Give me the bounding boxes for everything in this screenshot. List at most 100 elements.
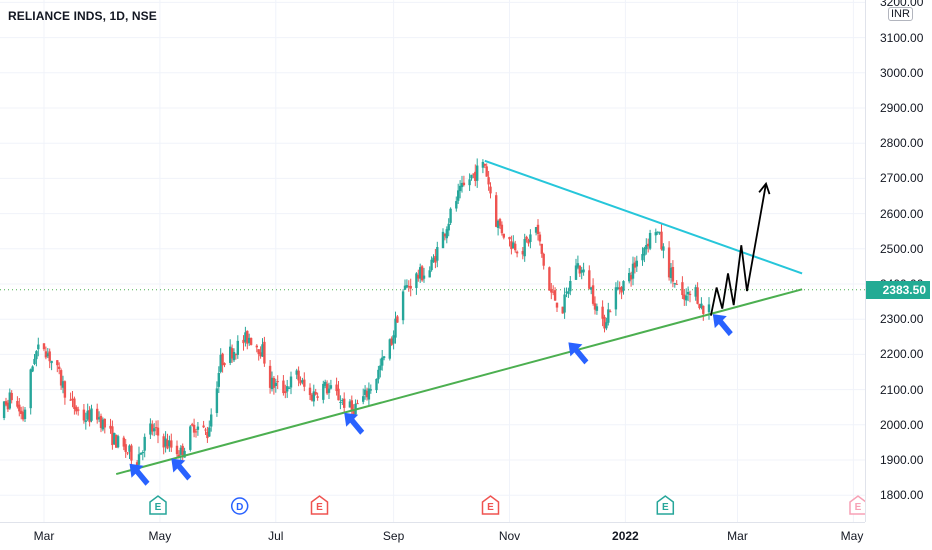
candle [565,287,568,298]
candle [162,433,165,455]
candle [113,432,116,446]
candle [656,231,659,235]
candle [276,375,279,390]
candle [208,420,211,437]
candle [322,380,325,404]
candle [316,392,319,401]
candle [394,311,397,344]
candle [525,235,528,243]
candle [189,425,192,452]
candle [580,266,583,280]
candle [232,348,236,363]
earnings-marker[interactable]: E [310,495,329,515]
candle [631,256,635,286]
candle [8,388,11,410]
candle [460,175,464,193]
candle [111,420,114,450]
candle [662,243,665,259]
annotation-arrow[interactable] [171,458,192,481]
earnings-marker[interactable]: E [849,495,865,515]
candle [628,267,631,284]
candle [694,284,697,301]
candle [202,420,205,429]
candle [405,279,409,289]
earnings-marker[interactable]: E [656,495,675,515]
x-tick-label: Nov [498,529,521,543]
candle [379,358,382,378]
price-axis[interactable]: 1800.00 1900.00 2000.00 2100.00 2200.00 2300.… [865,0,932,522]
candle [485,163,488,177]
currency-badge[interactable]: INR [888,7,913,21]
candle [154,420,158,436]
y-tick-label: 1900.00 [880,453,924,467]
candle [312,384,315,407]
candle [166,433,169,450]
candle [249,337,253,346]
candle [574,258,578,280]
candle [548,266,551,291]
candle [468,173,471,191]
time-axis[interactable]: Mar May Jul Sep Nov 2022 Mar May [0,522,865,550]
candle [428,266,431,278]
candle [654,228,657,243]
candle [124,438,127,458]
candle [567,287,570,298]
candle [419,263,422,283]
candle [248,333,251,346]
candle [48,348,51,369]
candle [696,282,699,305]
resistance-trendline[interactable] [484,159,803,275]
x-tick-label: May [148,529,172,543]
candle [46,347,49,359]
candle [210,408,213,432]
candle [236,335,239,359]
dividend-marker[interactable]: D [230,497,249,515]
candle [472,173,475,179]
candle [126,451,129,456]
y-tick-label: 2800.00 [880,136,924,151]
candle [289,371,293,395]
candle [2,401,6,421]
candle [327,382,331,399]
annotation-arrow[interactable] [129,463,150,486]
earnings-marker[interactable]: E [149,495,167,515]
candle [335,377,338,396]
candle [445,226,448,244]
y-tick-label: 2000.00 [880,417,924,432]
candle [259,346,262,359]
y-tick-label: 2100.00 [880,382,924,397]
candle [96,403,99,424]
event-letter: D [236,502,243,513]
candle [194,428,198,438]
annotation-arrow[interactable] [712,314,733,337]
candle [234,353,238,360]
candle [620,285,623,300]
event-letter: E [855,502,862,513]
candle [671,260,675,288]
candle [489,182,492,199]
candle [403,279,407,290]
candle [99,413,103,433]
candle [86,403,89,422]
candle [325,380,329,395]
candle [660,224,663,251]
x-tick-label: Jul [268,529,284,543]
candle [633,257,637,274]
y-tick-label: 3100.00 [880,30,924,45]
candle [603,314,606,333]
annotation-arrow[interactable] [568,342,589,365]
earnings-marker[interactable]: E [481,495,500,515]
candle [50,360,53,371]
candle [4,397,8,407]
candle [483,163,486,169]
support-trendline[interactable] [115,288,803,476]
annotation-arrow[interactable] [344,412,365,435]
x-tick-label: Mar [727,529,748,543]
candle [255,344,258,353]
candle [44,346,48,360]
candle [590,286,593,295]
projection-path[interactable] [710,183,767,316]
candle [707,297,711,320]
